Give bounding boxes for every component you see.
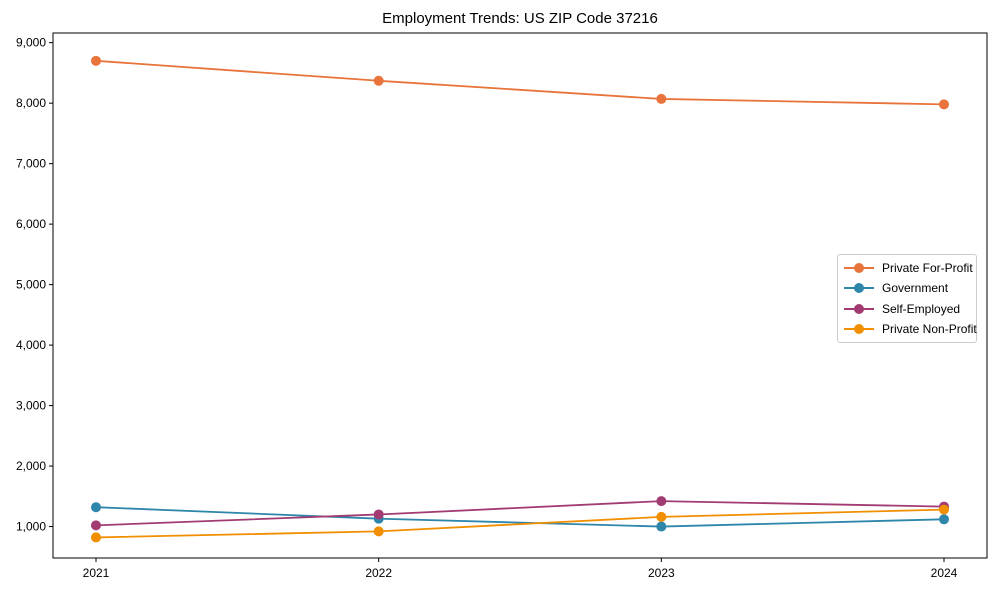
series-line-private-non-profit xyxy=(95,508,945,539)
plot-border xyxy=(52,32,988,559)
data-point-private-for-profit xyxy=(939,99,949,110)
legend-line-icon xyxy=(844,263,874,274)
x-tick-label: 2022 xyxy=(365,566,392,580)
legend-label: Private Non-Profit xyxy=(882,321,977,336)
legend: Private For-Profit Government Self-Emplo… xyxy=(837,254,977,343)
legend-entry-private-for-profit: Private For-Profit xyxy=(844,258,976,278)
data-point-private-non-profit xyxy=(656,511,667,522)
x-tick-label: 2024 xyxy=(931,566,958,580)
data-point-self-employed xyxy=(373,509,384,520)
y-tick-label: 2,000 xyxy=(16,459,46,473)
data-point-government xyxy=(91,502,101,513)
series-line-private-for-profit xyxy=(95,59,945,106)
y-tick-label: 1,000 xyxy=(16,520,46,534)
data-point-private-non-profit xyxy=(91,532,101,543)
data-point-private-for-profit xyxy=(373,75,384,86)
chart-title: Employment Trends: US ZIP Code 37216 xyxy=(382,10,658,27)
data-point-private-non-profit xyxy=(939,504,949,515)
legend-label: Government xyxy=(882,281,949,296)
y-tick-label: 6,000 xyxy=(16,217,46,231)
y-tick-label: 5,000 xyxy=(16,278,46,292)
data-point-self-employed xyxy=(91,520,101,531)
legend-label: Private For-Profit xyxy=(882,261,973,276)
y-tick-label: 7,000 xyxy=(16,157,46,171)
data-point-self-employed xyxy=(656,496,667,507)
data-point-private-for-profit xyxy=(656,93,667,104)
legend-entry-self-employed: Self-Employed xyxy=(844,299,976,319)
y-tick-label: 4,000 xyxy=(16,338,46,352)
legend-line-icon xyxy=(844,323,874,334)
legend-entry-government: Government xyxy=(844,278,976,298)
y-tick-label: 3,000 xyxy=(16,399,46,413)
legend-line-icon xyxy=(844,303,874,314)
x-tick-label: 2021 xyxy=(83,566,110,580)
data-point-private-for-profit xyxy=(91,55,101,66)
legend-dot-icon xyxy=(854,303,864,314)
data-point-private-non-profit xyxy=(373,526,384,537)
legend-dot-icon xyxy=(854,283,864,294)
legend-entry-private-non-profit: Private Non-Profit xyxy=(844,319,977,339)
data-point-government xyxy=(656,521,667,532)
series-line-self-employed xyxy=(95,500,945,527)
data-point-government xyxy=(939,514,949,525)
x-tick-label: 2023 xyxy=(648,566,675,580)
legend-label: Self-Employed xyxy=(882,301,961,316)
legend-line-icon xyxy=(844,283,874,294)
legend-dot-icon xyxy=(854,323,864,334)
legend-dot-icon xyxy=(854,263,864,274)
y-tick-label: 8,000 xyxy=(16,96,46,110)
series-line-government xyxy=(95,506,945,528)
y-tick-label: 9,000 xyxy=(16,36,46,50)
